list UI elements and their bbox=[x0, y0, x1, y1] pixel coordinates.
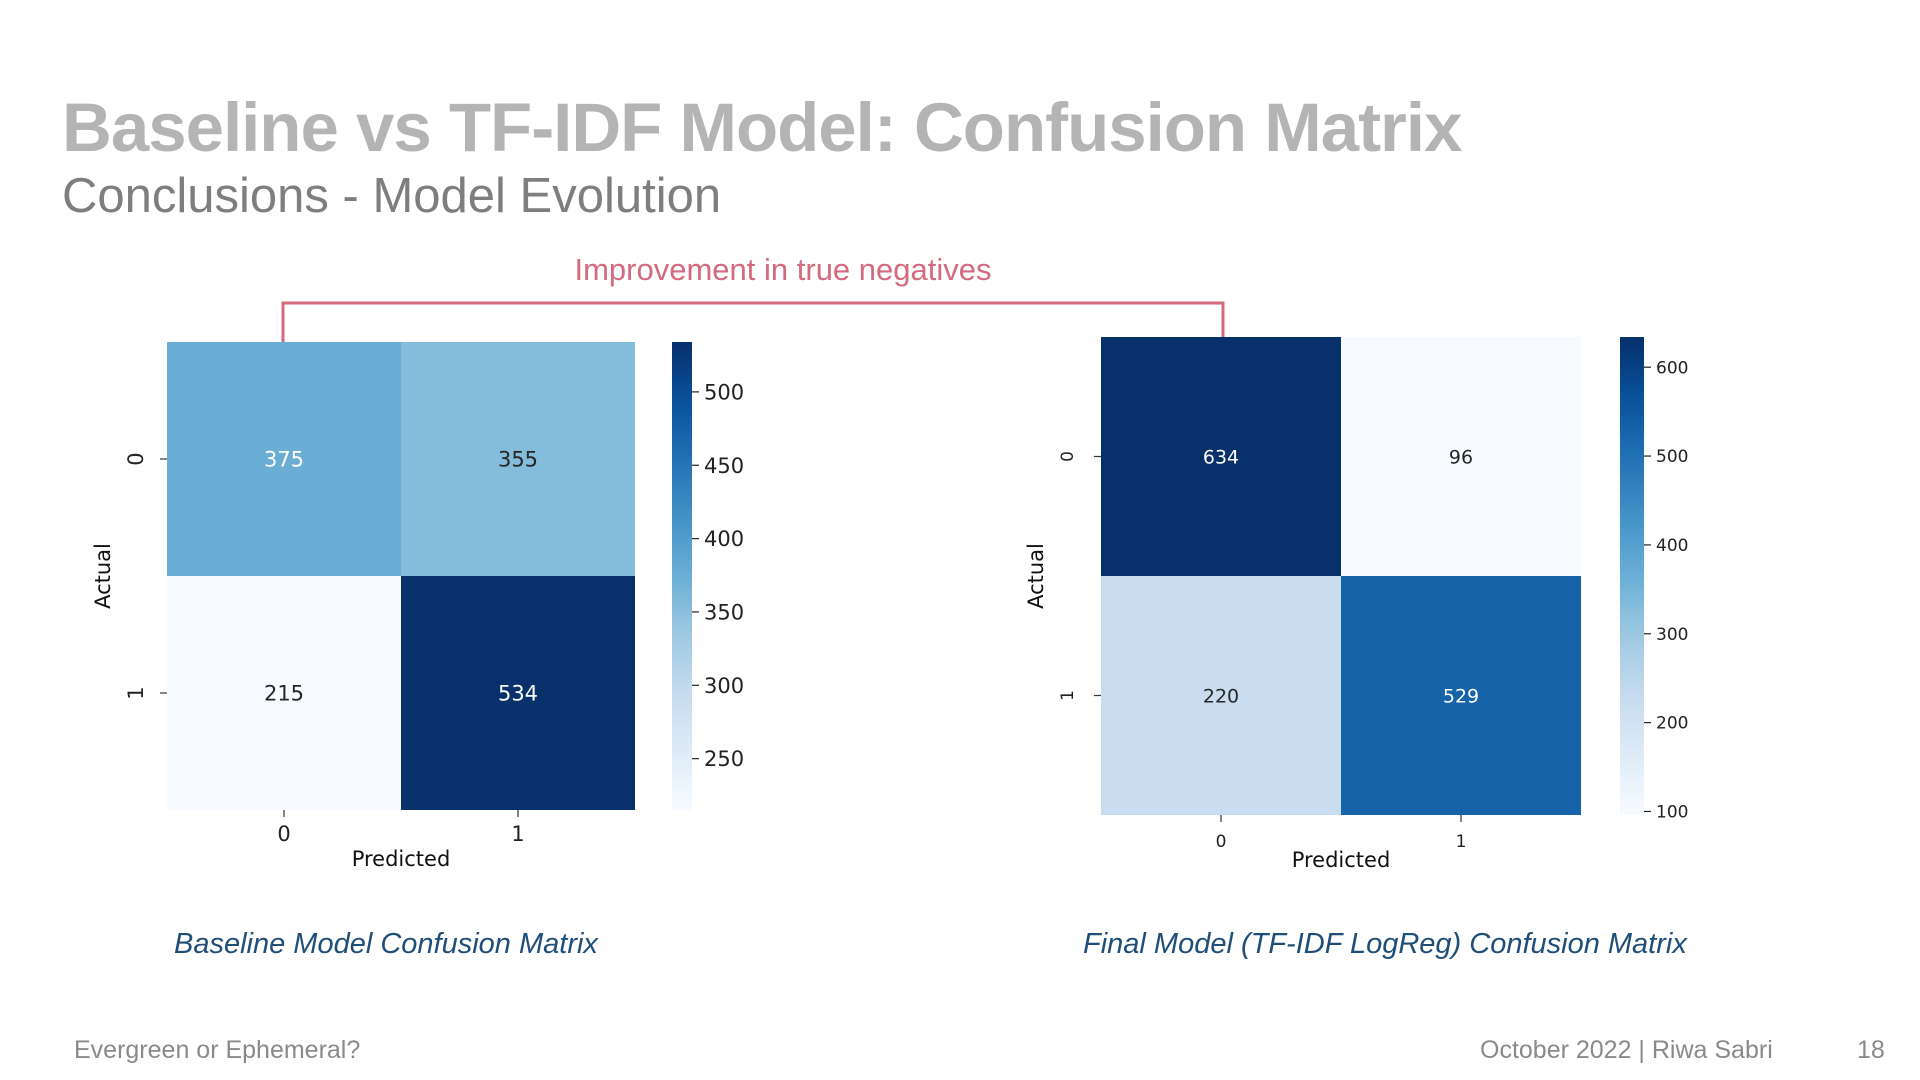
baseline-heatmap: 375 355 215 534 0 1 0 1 Predicted Actual 250 300 350… bbox=[91, 342, 744, 871]
colorbar-tick-label: 500 bbox=[704, 380, 744, 404]
cell-value-label: 96 bbox=[1449, 446, 1473, 468]
heatmap-cell bbox=[401, 576, 635, 810]
heatmap-cell bbox=[167, 342, 401, 576]
y-tick-label: 0 bbox=[124, 452, 148, 465]
footer-right: October 2022 | Riwa Sabri bbox=[1480, 1036, 1773, 1064]
colorbar-tick-label: 450 bbox=[704, 454, 744, 478]
colorbar-tick-label: 200 bbox=[1656, 714, 1688, 734]
slide-title: Baseline vs TF-IDF Model: Confusion Matr… bbox=[62, 89, 1462, 166]
colorbar-tick-label: 400 bbox=[1656, 536, 1688, 556]
baseline-caption: Baseline Model Confusion Matrix bbox=[174, 928, 598, 960]
heatmap-cell bbox=[167, 576, 401, 810]
y-tick-label: 1 bbox=[124, 686, 148, 699]
colorbar-tick-label: 300 bbox=[704, 674, 744, 698]
cell-value-label: 375 bbox=[264, 448, 304, 472]
heatmap-cell bbox=[401, 342, 635, 576]
final-heatmap: 634 96 220 529 0 1 0 1 Predicted Actual 100 200 300 4… bbox=[1024, 337, 1688, 872]
cell-value-label: 534 bbox=[498, 682, 538, 706]
colorbar-tick-label: 600 bbox=[1656, 358, 1688, 378]
page-number: 18 bbox=[1857, 1036, 1885, 1064]
colorbar-tick-label: 500 bbox=[1656, 447, 1688, 467]
footer-left: Evergreen or Ephemeral? bbox=[74, 1036, 361, 1064]
cell-value-label: 215 bbox=[264, 682, 304, 706]
x-axis-label: Predicted bbox=[352, 847, 451, 871]
final-caption: Final Model (TF-IDF LogReg) Confusion Ma… bbox=[1083, 928, 1687, 960]
cell-value-label: 529 bbox=[1443, 685, 1479, 707]
cell-value-label: 355 bbox=[498, 448, 538, 472]
slide-subtitle: Conclusions - Model Evolution bbox=[62, 169, 722, 223]
x-tick-label: 1 bbox=[1456, 832, 1467, 852]
colorbar bbox=[672, 342, 692, 810]
cell-value-label: 220 bbox=[1203, 685, 1239, 707]
colorbar bbox=[1620, 337, 1644, 815]
cell-value-label: 634 bbox=[1203, 446, 1239, 468]
y-axis-label: Actual bbox=[91, 543, 115, 609]
y-tick-label: 0 bbox=[1058, 451, 1078, 462]
x-tick-label: 0 bbox=[277, 822, 290, 846]
colorbar-tick-label: 400 bbox=[704, 527, 744, 551]
colorbar-tick-label: 100 bbox=[1656, 803, 1688, 823]
annotation-text: Improvement in true negatives bbox=[575, 252, 992, 287]
colorbar-tick-label: 350 bbox=[704, 601, 744, 625]
colorbar-tick-label: 300 bbox=[1656, 625, 1688, 645]
x-tick-label: 1 bbox=[511, 822, 524, 846]
heatmap-cell bbox=[1101, 337, 1341, 576]
colorbar-tick-label: 250 bbox=[704, 747, 744, 771]
x-tick-label: 0 bbox=[1216, 832, 1227, 852]
heatmap-cell bbox=[1341, 576, 1581, 815]
x-axis-label: Predicted bbox=[1292, 848, 1391, 872]
y-axis-label: Actual bbox=[1024, 543, 1048, 609]
y-tick-label: 1 bbox=[1058, 690, 1078, 701]
heatmap-cell bbox=[1101, 576, 1341, 815]
heatmap-cell bbox=[1341, 337, 1581, 576]
